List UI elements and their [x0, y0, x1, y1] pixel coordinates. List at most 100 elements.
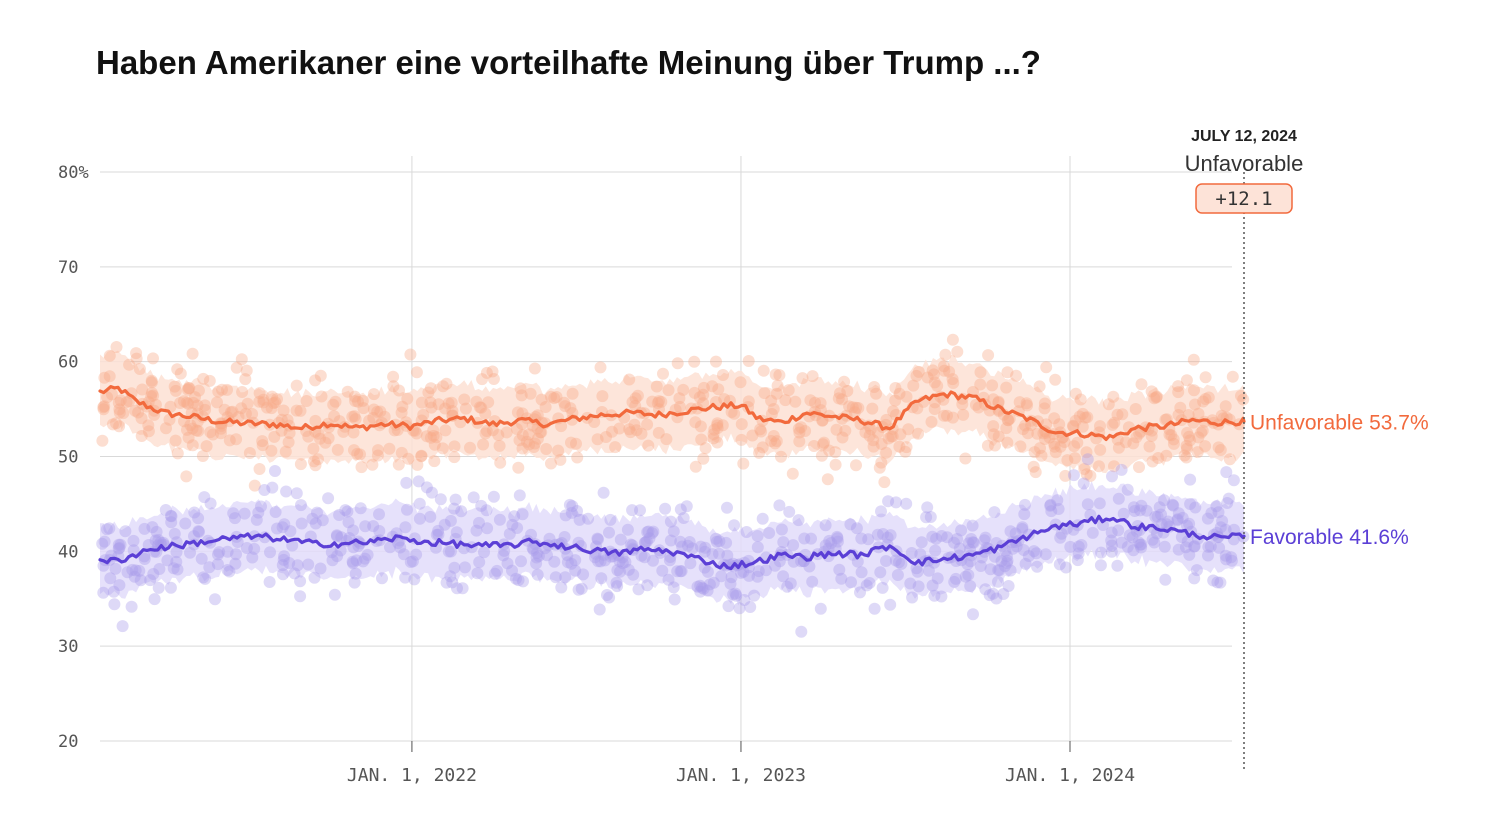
- favorable-poll-dot: [354, 502, 367, 515]
- unfavorable-poll-dot: [688, 355, 701, 368]
- unfavorable-poll-dot: [459, 402, 472, 415]
- unfavorable-poll-dot: [1076, 407, 1089, 420]
- favorable-poll-dot: [978, 534, 991, 547]
- unfavorable-poll-dot: [528, 362, 541, 375]
- favorable-poll-dot: [822, 542, 835, 555]
- favorable-poll-dot: [384, 541, 396, 554]
- favorable-poll-dot: [121, 566, 134, 579]
- unfavorable-poll-dot: [841, 385, 854, 397]
- unfavorable-poll-dot: [1019, 419, 1032, 432]
- favorable-poll-dot: [501, 557, 514, 570]
- favorable-poll-dot: [964, 580, 977, 592]
- favorable-poll-dot: [440, 576, 453, 589]
- favorable-poll-dot: [306, 512, 319, 525]
- favorable-poll-dot: [662, 573, 675, 586]
- favorable-poll-dot: [1127, 544, 1140, 557]
- unfavorable-poll-dot: [309, 414, 322, 427]
- unfavorable-poll-dot: [1048, 440, 1061, 453]
- favorable-poll-dot: [805, 532, 817, 545]
- unfavorable-poll-dot: [169, 384, 182, 397]
- unfavorable-poll-dot: [510, 423, 523, 435]
- unfavorable-poll-dot: [186, 347, 199, 360]
- unfavorable-poll-dot: [893, 440, 906, 453]
- unfavorable-poll-dot: [588, 416, 601, 428]
- favorable-poll-dot: [1112, 492, 1125, 505]
- unfavorable-poll-dot: [482, 396, 495, 409]
- unfavorable-poll-dot: [1049, 446, 1062, 459]
- unfavorable-poll-dot: [275, 424, 288, 437]
- unfavorable-poll-dot: [866, 402, 879, 415]
- unfavorable-poll-dot: [147, 389, 160, 402]
- unfavorable-poll-dot: [1127, 437, 1140, 450]
- unfavorable-trend-line: [98, 385, 1246, 442]
- favorable-poll-dot: [614, 565, 626, 578]
- unfavorable-poll-dot: [900, 441, 913, 454]
- unfavorable-poll-dot: [341, 385, 354, 398]
- favorable-poll-dot: [621, 523, 634, 536]
- unfavorable-poll-dot: [248, 479, 261, 492]
- unfavorable-poll-dot: [366, 458, 379, 471]
- favorable-poll-dot: [593, 603, 606, 616]
- favorable-poll-dot: [559, 571, 572, 584]
- favorable-poll-dot: [862, 533, 875, 546]
- favorable-poll-dot: [1207, 574, 1220, 587]
- favorable-poll-dot: [211, 558, 224, 571]
- favorable-poll-dot: [342, 516, 355, 529]
- unfavorable-poll-dot: [181, 423, 193, 436]
- favorable-poll-dot: [798, 532, 811, 545]
- unfavorable-poll-dot: [695, 433, 708, 446]
- favorable-poll-dot: [953, 542, 966, 555]
- favorable-poll-dot: [721, 549, 734, 562]
- favorable-poll-dot: [681, 539, 694, 552]
- unfavorable-poll-dot: [135, 430, 148, 442]
- favorable-poll-dot: [1105, 526, 1118, 539]
- favorable-poll-dot: [900, 497, 913, 510]
- favorable-poll-dot: [920, 511, 933, 524]
- favorable-poll-dot: [399, 571, 412, 584]
- favorable-poll-dot: [803, 560, 816, 573]
- favorable-poll-dot: [1167, 499, 1180, 512]
- favorable-poll-dot: [346, 555, 359, 568]
- unfavorable-poll-dot: [635, 427, 648, 440]
- unfavorable-poll-dot: [653, 403, 665, 416]
- favorable-poll-dot: [823, 534, 836, 547]
- unfavorable-poll-dot: [974, 366, 987, 379]
- favorable-poll-dot: [404, 556, 417, 568]
- unfavorable-poll-dot: [671, 357, 684, 370]
- favorable-poll-dot: [1135, 541, 1148, 554]
- unfavorable-poll-dot: [707, 432, 720, 445]
- unfavorable-poll-dot: [548, 392, 561, 405]
- favorable-poll-dot: [1071, 554, 1084, 567]
- unfavorable-poll-dot: [928, 403, 941, 415]
- unfavorable-poll-dot: [925, 415, 938, 428]
- unfavorable-poll-dot: [1119, 436, 1132, 449]
- favorable-poll-dot: [280, 485, 293, 498]
- unfavorable-poll-dot: [650, 380, 663, 393]
- favorable-poll-dot: [720, 536, 733, 549]
- unfavorable-poll-dot: [1031, 427, 1044, 440]
- unfavorable-poll-dot: [348, 444, 360, 457]
- favorable-poll-dot: [188, 506, 201, 519]
- unfavorable-poll-dot: [186, 422, 199, 435]
- favorable-poll-dot: [506, 518, 519, 531]
- favorable-poll-dot: [706, 548, 719, 561]
- favorable-poll-dot: [302, 558, 315, 571]
- favorable-poll-dot: [512, 574, 525, 587]
- unfavorable-poll-dot: [367, 388, 380, 401]
- favorable-poll-dot: [974, 560, 987, 572]
- unfavorable-poll-dot: [1061, 454, 1074, 467]
- favorable-poll-dot: [694, 579, 707, 592]
- unfavorable-poll-dot: [348, 390, 361, 403]
- unfavorable-poll-dot: [887, 405, 900, 418]
- favorable-poll-dot: [511, 522, 524, 534]
- favorable-poll-dot: [269, 506, 282, 518]
- unfavorable-poll-dot: [594, 361, 607, 374]
- favorable-poll-dot: [240, 542, 253, 554]
- unfavorable-poll-dot: [1094, 443, 1107, 456]
- favorable-poll-dot: [641, 526, 654, 539]
- favorable-poll-dot: [699, 541, 712, 554]
- favorable-poll-dot: [1018, 508, 1031, 521]
- favorable-poll-dot: [1053, 558, 1066, 571]
- favorable-poll-dot: [604, 513, 617, 526]
- favorable-poll-dot: [881, 531, 894, 544]
